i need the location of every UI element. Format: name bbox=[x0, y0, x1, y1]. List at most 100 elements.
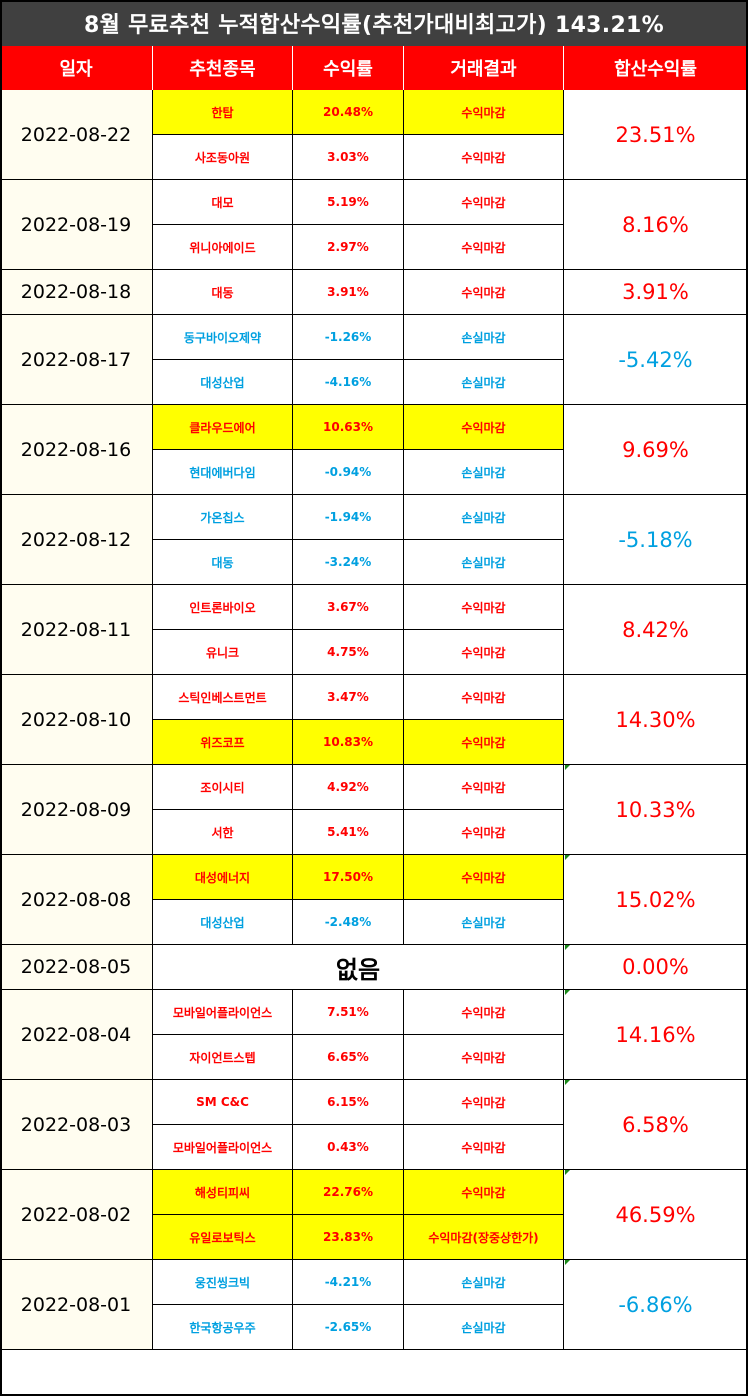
cumulative-return-cell: 6.58% bbox=[564, 1080, 748, 1170]
return-rate-cell: 4.92% bbox=[293, 765, 404, 810]
cumulative-return-cell: 9.69% bbox=[564, 405, 748, 495]
trade-result-cell: 수익마감 bbox=[404, 990, 564, 1035]
date-cell: 2022-08-11 bbox=[0, 585, 153, 675]
date-cell: 2022-08-10 bbox=[0, 675, 153, 765]
cell-comment-marker bbox=[565, 855, 570, 860]
return-rate-cell: 3.91% bbox=[293, 270, 404, 315]
trade-result-cell: 수익마감 bbox=[404, 1170, 564, 1215]
stock-name-cell: 대성산업 bbox=[153, 900, 293, 945]
return-rate-cell: -4.16% bbox=[293, 360, 404, 405]
date-cell: 2022-08-03 bbox=[0, 1080, 153, 1170]
date-cell: 2022-08-19 bbox=[0, 180, 153, 270]
stock-name-cell: 스틱인베스트먼트 bbox=[153, 675, 293, 720]
stock-name-cell: 대성에너지 bbox=[153, 855, 293, 900]
stock-name-cell: 한국항공우주 bbox=[153, 1305, 293, 1350]
return-rate-cell: 5.41% bbox=[293, 810, 404, 855]
table-title: 8월 무료추천 누적합산수익률(추천가대비최고가) 143.21% bbox=[0, 0, 748, 46]
trade-result-cell: 수익마감 bbox=[404, 90, 564, 135]
trade-result-cell: 손실마감 bbox=[404, 315, 564, 360]
cell-comment-marker bbox=[565, 990, 570, 995]
cumulative-return-cell: 8.16% bbox=[564, 180, 748, 270]
stock-name-cell: 클라우드에어 bbox=[153, 405, 293, 450]
cumulative-return-cell: 10.33% bbox=[564, 765, 748, 855]
stock-name-cell: 대성산업 bbox=[153, 360, 293, 405]
cumulative-return-cell: 0.00% bbox=[564, 945, 748, 990]
stock-name-cell: 자이언트스텝 bbox=[153, 1035, 293, 1080]
cumulative-return-cell: 46.59% bbox=[564, 1170, 748, 1260]
stock-name-cell: 인트론바이오 bbox=[153, 585, 293, 630]
stock-name-cell: 조이시티 bbox=[153, 765, 293, 810]
trade-result-cell: 손실마감 bbox=[404, 1305, 564, 1350]
header-rate: 수익률 bbox=[293, 46, 404, 90]
date-cell: 2022-08-12 bbox=[0, 495, 153, 585]
return-rate-cell: -1.94% bbox=[293, 495, 404, 540]
return-rate-cell: 4.75% bbox=[293, 630, 404, 675]
stock-name-cell: 위즈코프 bbox=[153, 720, 293, 765]
stock-name-cell: SM C&C bbox=[153, 1080, 293, 1125]
cell-comment-marker bbox=[565, 1170, 570, 1175]
trade-result-cell: 수익마감 bbox=[404, 1125, 564, 1170]
stock-name-cell: 해성티피씨 bbox=[153, 1170, 293, 1215]
date-cell: 2022-08-04 bbox=[0, 990, 153, 1080]
date-cell: 2022-08-16 bbox=[0, 405, 153, 495]
cumulative-return-cell: 8.42% bbox=[564, 585, 748, 675]
trade-result-cell: 수익마감 bbox=[404, 1035, 564, 1080]
stock-name-cell: 대동 bbox=[153, 540, 293, 585]
stock-name-cell: 모바일어플라이언스 bbox=[153, 1125, 293, 1170]
trade-result-cell: 손실마감 bbox=[404, 450, 564, 495]
return-rate-cell: 20.48% bbox=[293, 90, 404, 135]
trade-result-cell: 손실마감 bbox=[404, 540, 564, 585]
trade-result-cell: 수익마감 bbox=[404, 810, 564, 855]
date-cell: 2022-08-18 bbox=[0, 270, 153, 315]
trade-result-cell: 수익마감 bbox=[404, 405, 564, 450]
trade-result-cell: 수익마감 bbox=[404, 765, 564, 810]
date-cell: 2022-08-01 bbox=[0, 1260, 153, 1350]
cumulative-return-cell: -5.18% bbox=[564, 495, 748, 585]
header-sum: 합산수익률 bbox=[564, 46, 748, 90]
header-date: 일자 bbox=[0, 46, 153, 90]
left-border bbox=[0, 90, 2, 1396]
trade-result-cell: 수익마감 bbox=[404, 720, 564, 765]
return-rate-cell: 3.03% bbox=[293, 135, 404, 180]
date-cell: 2022-08-02 bbox=[0, 1170, 153, 1260]
stock-name-cell: 위니아에이드 bbox=[153, 225, 293, 270]
no-recommendation: 없음 bbox=[153, 945, 564, 990]
stock-name-cell: 사조동아원 bbox=[153, 135, 293, 180]
trade-result-cell: 손실마감 bbox=[404, 1260, 564, 1305]
stock-name-cell: 대모 bbox=[153, 180, 293, 225]
return-rate-cell: 10.63% bbox=[293, 405, 404, 450]
return-rate-cell: 3.47% bbox=[293, 675, 404, 720]
cell-comment-marker bbox=[565, 1080, 570, 1085]
return-rate-cell: -3.24% bbox=[293, 540, 404, 585]
cumulative-return-cell: -5.42% bbox=[564, 315, 748, 405]
trade-result-cell: 수익마감 bbox=[404, 270, 564, 315]
header-result: 거래결과 bbox=[404, 46, 564, 90]
date-cell: 2022-08-17 bbox=[0, 315, 153, 405]
cell-comment-marker bbox=[565, 1260, 570, 1265]
trade-result-cell: 수익마감 bbox=[404, 585, 564, 630]
return-rate-cell: 3.67% bbox=[293, 585, 404, 630]
return-rate-cell: 22.76% bbox=[293, 1170, 404, 1215]
return-rate-cell: 0.43% bbox=[293, 1125, 404, 1170]
trade-result-cell: 수익마감 bbox=[404, 135, 564, 180]
trade-result-cell: 수익마감 bbox=[404, 630, 564, 675]
stock-name-cell: 동구바이오제약 bbox=[153, 315, 293, 360]
trade-result-cell: 수익마감 bbox=[404, 1080, 564, 1125]
stock-name-cell: 현대에버다임 bbox=[153, 450, 293, 495]
date-cell: 2022-08-05 bbox=[0, 945, 153, 990]
trade-result-cell: 손실마감 bbox=[404, 495, 564, 540]
return-rate-cell: 6.65% bbox=[293, 1035, 404, 1080]
trade-result-cell: 수익마감 bbox=[404, 675, 564, 720]
stock-name-cell: 웅진씽크빅 bbox=[153, 1260, 293, 1305]
cumulative-return-cell: 15.02% bbox=[564, 855, 748, 945]
return-rate-cell: -0.94% bbox=[293, 450, 404, 495]
return-rate-cell: 5.19% bbox=[293, 180, 404, 225]
return-rate-cell: 23.83% bbox=[293, 1215, 404, 1260]
return-rate-cell: 10.83% bbox=[293, 720, 404, 765]
cumulative-return-cell: 14.16% bbox=[564, 990, 748, 1080]
date-cell: 2022-08-08 bbox=[0, 855, 153, 945]
return-rate-cell: -1.26% bbox=[293, 315, 404, 360]
cumulative-return-cell: 14.30% bbox=[564, 675, 748, 765]
stock-name-cell: 유니크 bbox=[153, 630, 293, 675]
cell-comment-marker bbox=[565, 945, 570, 950]
